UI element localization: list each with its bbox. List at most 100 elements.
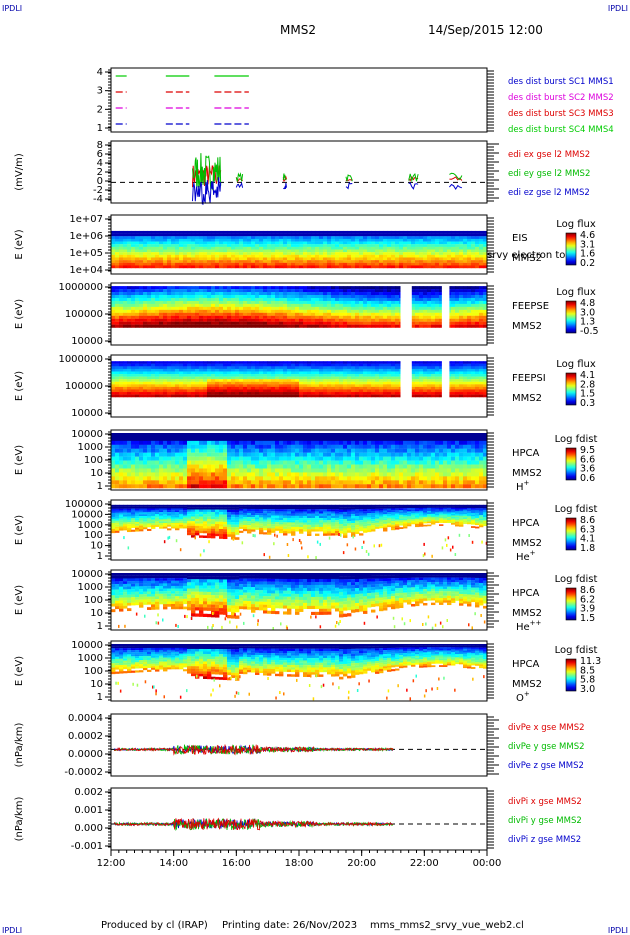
feepse-cell (479, 292, 483, 295)
hpca_h-cell (231, 445, 235, 449)
feepse-cell (395, 310, 399, 313)
feepsi-cell (227, 395, 231, 398)
eis-cell (339, 252, 343, 255)
feepse-cell (427, 289, 431, 292)
feepsi-cell (191, 361, 195, 364)
eis-cell (391, 236, 395, 239)
eis-cell (159, 265, 163, 268)
feepse-cell (315, 286, 319, 289)
feepse-cell (267, 325, 271, 328)
hpca_h-cell (267, 437, 271, 441)
eis-cell (115, 252, 119, 255)
feepse-cell (167, 313, 171, 316)
eis-cell (371, 260, 375, 263)
feepsi-cell (147, 384, 151, 387)
feepse-cell (227, 307, 231, 310)
feepsi-cell (479, 389, 483, 392)
eis-cell (295, 239, 299, 242)
feepsi-cell (331, 371, 335, 374)
feepsi-cell (315, 389, 319, 392)
hpca_h-cell (167, 441, 171, 445)
eis-cell (335, 252, 339, 255)
feepse-cell (271, 298, 275, 301)
eis-cell (255, 242, 259, 245)
feepse-cell (275, 286, 279, 289)
hpca_h-cell (175, 465, 179, 469)
hpca_h-cell (151, 472, 155, 476)
feepse-cell (251, 298, 255, 301)
feepsi-cell (379, 371, 383, 374)
feepse-cell (211, 325, 215, 328)
feepsi-cell (355, 377, 359, 380)
feepse-cell (203, 301, 207, 304)
eis-cell (135, 239, 139, 242)
feepse-cell (427, 295, 431, 298)
eis-cell (211, 234, 215, 237)
hpca_h-cell (259, 437, 263, 441)
eis-cell (375, 257, 379, 260)
feepse-cell (243, 319, 247, 322)
feepsi-cell (247, 389, 251, 392)
eis-cell (255, 263, 259, 266)
feepse-cell (395, 295, 399, 298)
hpca_h-cell (171, 461, 175, 465)
eis-cell (367, 239, 371, 242)
feepse-cell (131, 292, 135, 295)
feepse-cell (459, 301, 463, 304)
feepsi-cell (327, 392, 331, 395)
eis-cell (247, 263, 251, 266)
eis-cell (415, 236, 419, 239)
feepsi-cell (263, 366, 267, 369)
hpca_h-cell (275, 457, 279, 461)
feepsi-cell (415, 389, 419, 392)
feepse-cell (111, 292, 115, 295)
eis-cell (363, 263, 367, 266)
hpca_h-cell (111, 484, 115, 488)
feepse-cell (211, 319, 215, 322)
feepse-cell (207, 292, 211, 295)
hpca_h-cell (279, 480, 283, 484)
feepse-cell (255, 325, 259, 328)
feepsi-cell (255, 384, 259, 387)
feepse-cell (423, 295, 427, 298)
hpca_h-cell (167, 433, 171, 437)
feepse-cell (419, 304, 423, 307)
eis-cell (243, 247, 247, 250)
feepsi-cell (223, 384, 227, 387)
hpca_h-cell (143, 476, 147, 480)
feepsi-cell (167, 395, 171, 398)
eis-cell (331, 244, 335, 247)
feepse-cell (427, 292, 431, 295)
feepsi-cell (459, 387, 463, 390)
feepse-cell (251, 325, 255, 328)
feepsi-cell (223, 395, 227, 398)
feepse-cell (191, 304, 195, 307)
eis-cell (431, 236, 435, 239)
hpca_h-cell (179, 453, 183, 457)
feepsi-cell (459, 384, 463, 387)
eis-cell (255, 252, 259, 255)
feepsi-cell (359, 369, 363, 372)
hpca_h-cell (279, 433, 283, 437)
feepse-cell (347, 319, 351, 322)
hpca_h-cell (139, 468, 143, 472)
feepse-cell (331, 304, 335, 307)
feepse-right-ticks (487, 286, 494, 343)
eis-cell (391, 257, 395, 260)
feepsi-cell (211, 379, 215, 382)
eis-cell (215, 263, 219, 266)
feepse-cell (455, 325, 459, 328)
feepse-cell (383, 292, 387, 295)
hpca_h-cell (159, 476, 163, 480)
eis-cell (335, 250, 339, 253)
feepsi-cell (311, 392, 315, 395)
eis-cell (291, 263, 295, 266)
feepsi-cell (207, 382, 211, 385)
eis-cell (379, 255, 383, 258)
eis-cell (355, 257, 359, 260)
feepsi-cell (335, 379, 339, 382)
feepse-cell (335, 322, 339, 325)
eis-cell (243, 250, 247, 253)
feepse-cell (127, 319, 131, 322)
feepse-cell (327, 295, 331, 298)
